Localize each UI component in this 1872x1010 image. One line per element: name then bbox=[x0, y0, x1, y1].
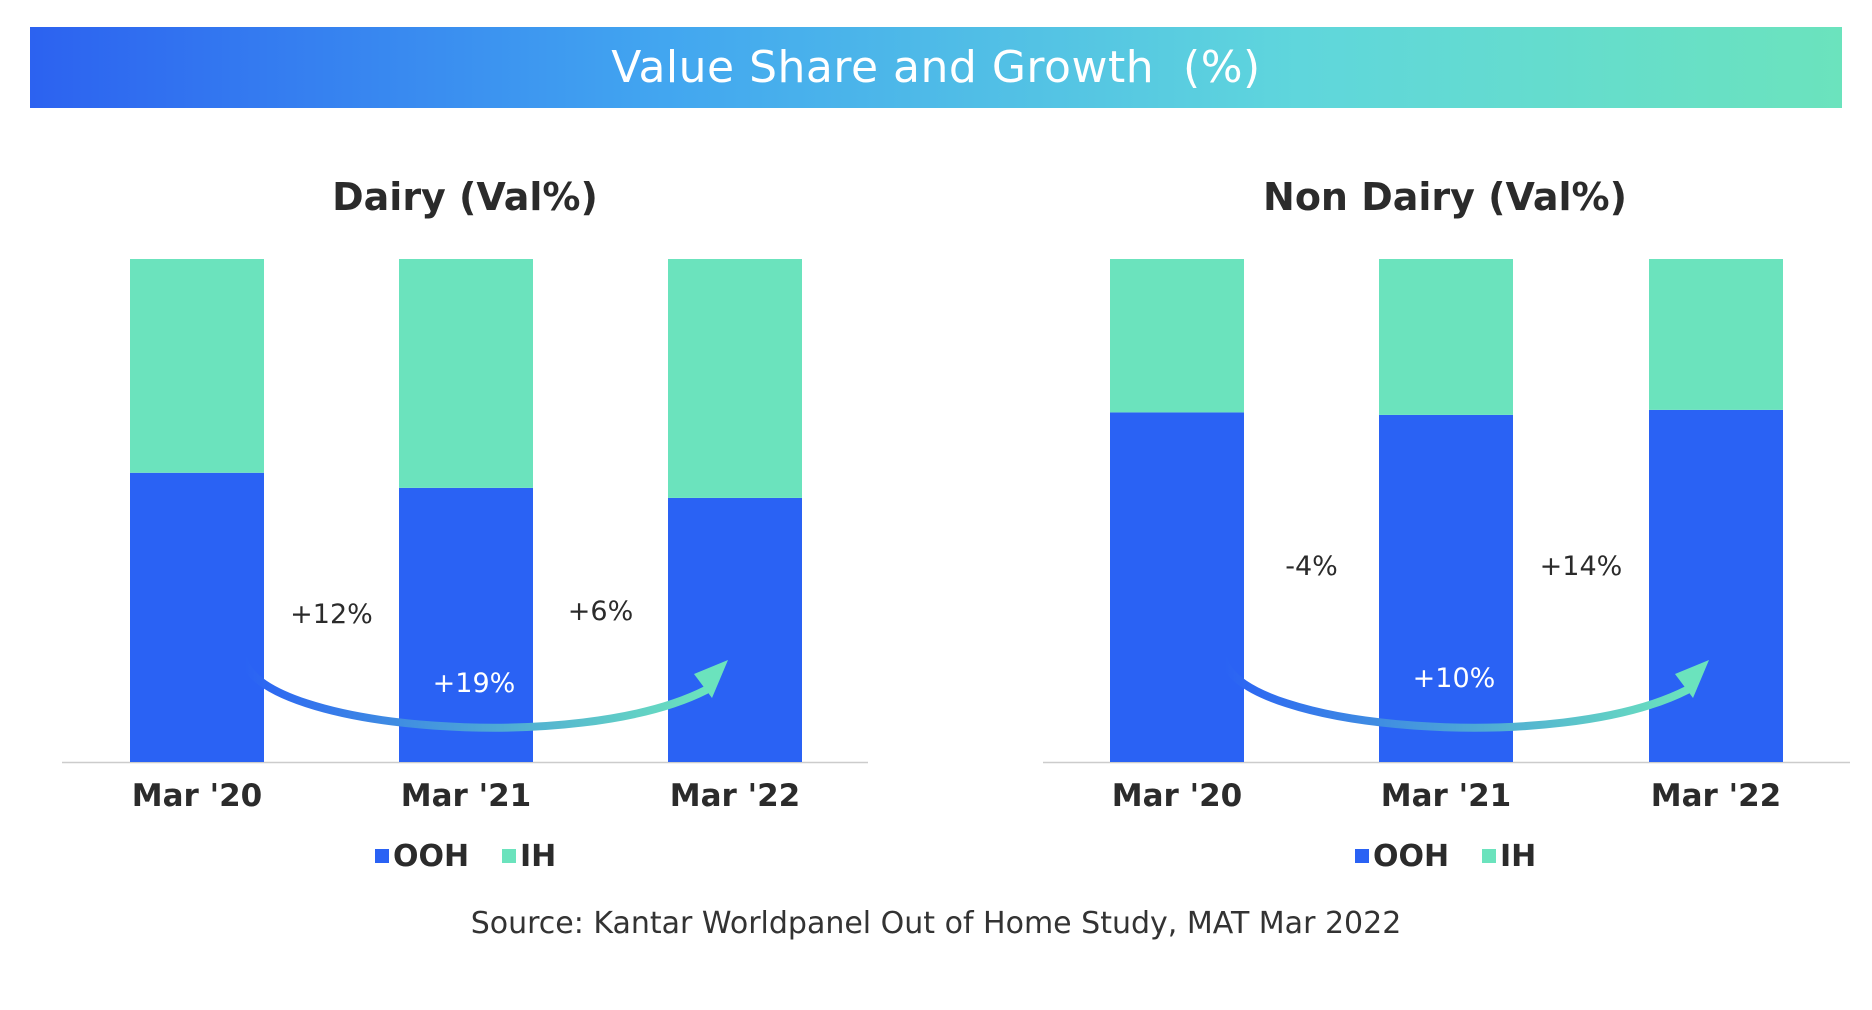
x-tick-label: Mar '22 bbox=[670, 778, 800, 814]
legend: OOH IH bbox=[1355, 839, 1536, 874]
x-tick-label: Mar '20 bbox=[132, 778, 262, 814]
bar-ih-2 bbox=[1379, 259, 1513, 415]
legend-label-ih: IH bbox=[1500, 839, 1536, 874]
step-growth-label: -4% bbox=[1285, 551, 1338, 582]
chart-non-dairy: Non Dairy (Val%) Mar '20 Mar '21 Mar '22 -4%… bbox=[1043, 175, 1850, 874]
banner-title: Value Share and Growth (%) bbox=[611, 42, 1261, 93]
chart-title: Dairy (Val%) bbox=[332, 175, 598, 219]
legend-label-ih: IH bbox=[520, 839, 556, 874]
legend: OOH IH bbox=[375, 839, 556, 874]
bar-ooh-2 bbox=[399, 487, 533, 762]
bar-ooh-1 bbox=[1110, 412, 1244, 762]
x-tick-label: Mar '22 bbox=[1651, 778, 1781, 814]
x-tick-label: Mar '21 bbox=[1381, 778, 1511, 814]
bar-ih-1 bbox=[130, 259, 264, 473]
x-tick-label: Mar '21 bbox=[401, 778, 531, 814]
legend-swatch-ooh bbox=[1355, 849, 1369, 863]
step-growth-label: +6% bbox=[568, 596, 633, 627]
legend-swatch-ooh bbox=[375, 849, 389, 863]
chart-title: Non Dairy (Val%) bbox=[1263, 175, 1627, 219]
legend-swatch-ih bbox=[502, 849, 516, 863]
bar-ih-3 bbox=[668, 259, 802, 498]
bar-ih-1 bbox=[1110, 259, 1244, 413]
bar-ooh-1 bbox=[130, 472, 264, 762]
bar-ooh-3 bbox=[668, 497, 802, 762]
growth-arc bbox=[240, 656, 710, 732]
legend-label-ooh: OOH bbox=[393, 839, 469, 874]
chart-dairy: Dairy (Val%) Mar '20 Mar '21 Mar '22 +12% +6%… bbox=[62, 175, 868, 874]
growth-arrow-head bbox=[1675, 660, 1709, 698]
bar-ooh-2 bbox=[1379, 414, 1513, 762]
step-growth-label: +12% bbox=[290, 599, 373, 630]
growth-arc bbox=[1220, 656, 1691, 732]
x-tick-label: Mar '20 bbox=[1112, 778, 1242, 814]
legend-swatch-ih bbox=[1482, 849, 1496, 863]
title-banner: Value Share and Growth (%) bbox=[30, 27, 1842, 108]
bar-ooh-3 bbox=[1649, 409, 1783, 762]
overall-growth-label: +19% bbox=[433, 668, 516, 699]
overall-growth-label: +10% bbox=[1413, 663, 1496, 694]
growth-arrow-head bbox=[694, 660, 728, 698]
bar-ih-2 bbox=[399, 259, 533, 488]
source-note: Source: Kantar Worldpanel Out of Home St… bbox=[470, 906, 1402, 941]
bar-ih-3 bbox=[1649, 259, 1783, 410]
legend-label-ooh: OOH bbox=[1373, 839, 1449, 874]
step-growth-label: +14% bbox=[1540, 551, 1623, 582]
